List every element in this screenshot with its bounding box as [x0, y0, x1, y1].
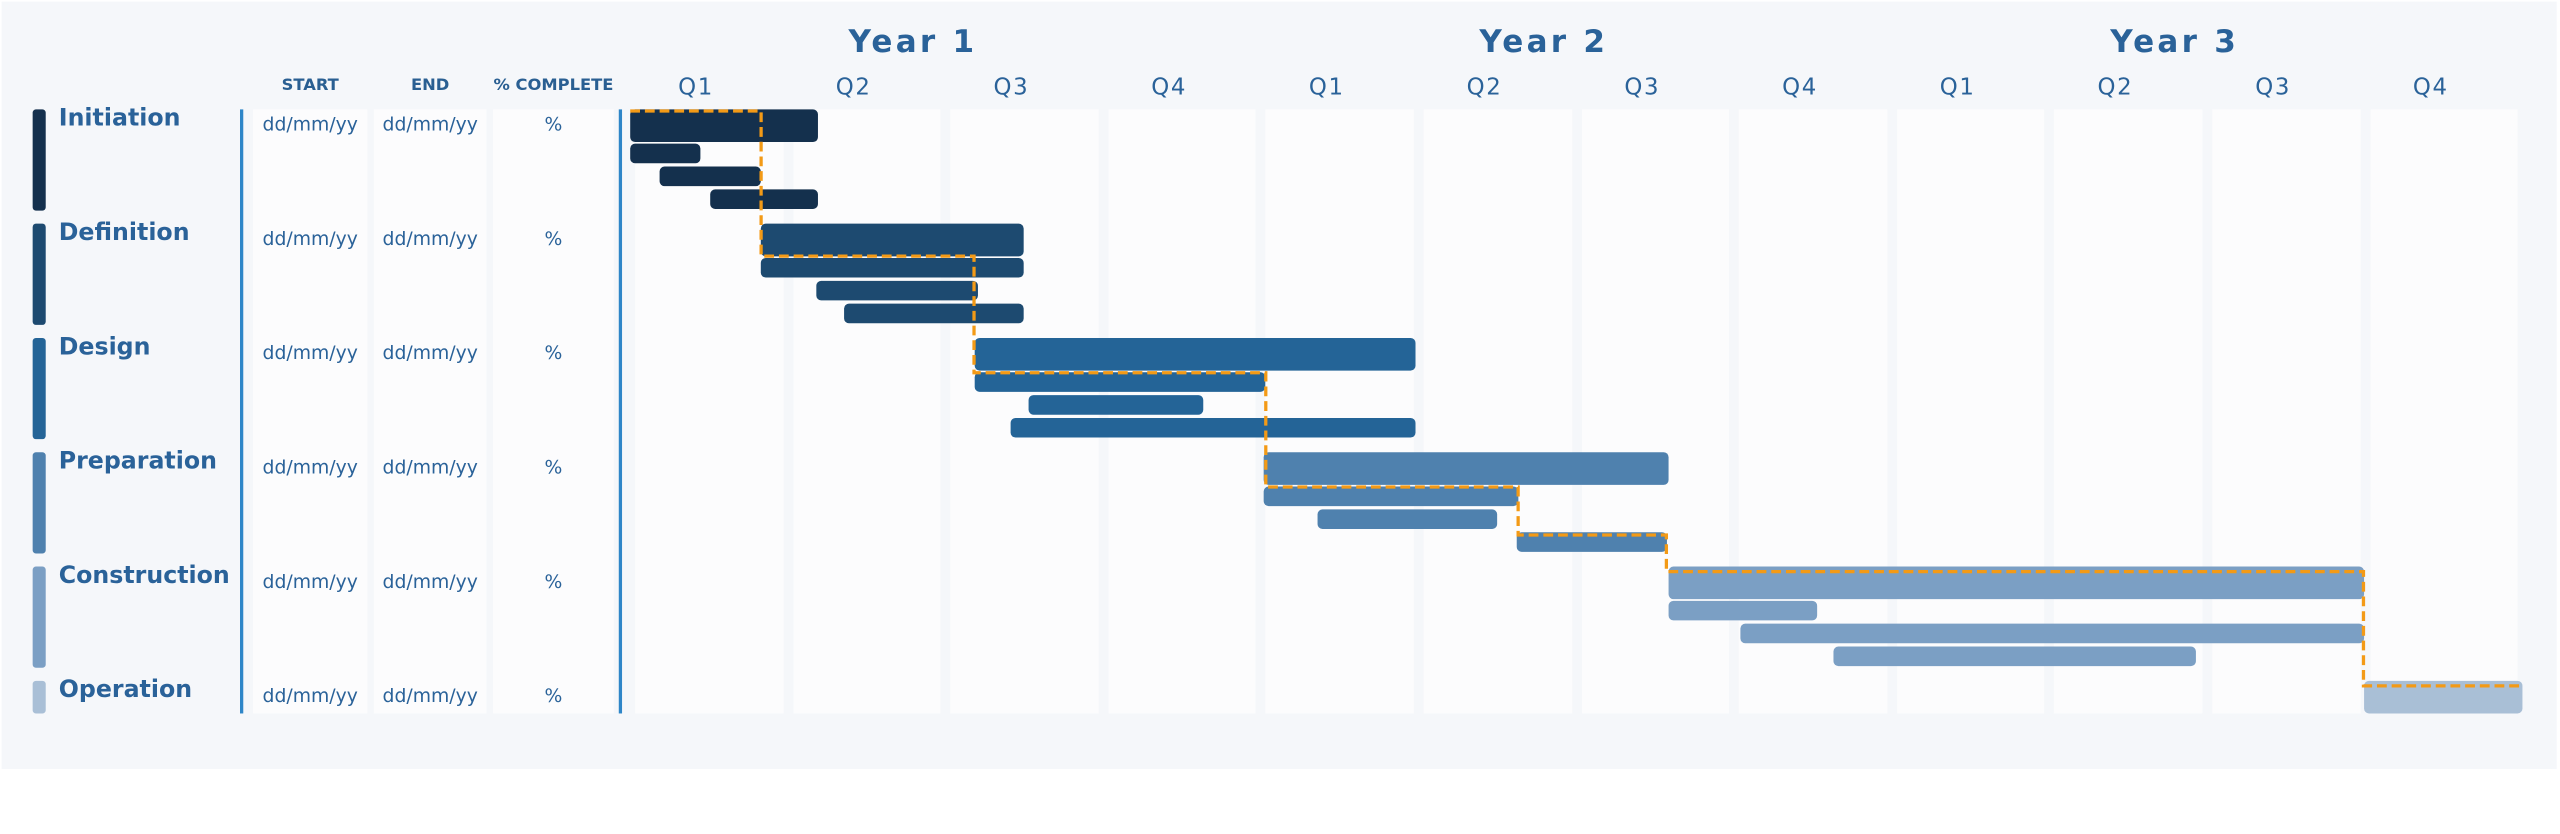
- task-bar: [816, 280, 978, 301]
- phase-name: Initiation: [58, 106, 181, 133]
- start-date: dd/mm/yy: [262, 341, 358, 365]
- phase-color-marker: [32, 223, 46, 325]
- quarter-label: Q4: [2412, 75, 2449, 102]
- start-date: dd/mm/yy: [262, 684, 358, 707]
- task-bar: [1010, 417, 1416, 438]
- quarter-column: [792, 109, 941, 714]
- quarter-column: [1896, 109, 2045, 714]
- header-end: END: [410, 76, 450, 95]
- task-bar: [660, 166, 762, 187]
- task-bar: [630, 143, 702, 164]
- percent-complete: %: [544, 112, 563, 136]
- quarter-column: [1265, 109, 1414, 714]
- quarter-column: [2054, 109, 2203, 714]
- quarter-label: Q2: [1466, 75, 1503, 102]
- phase-bar: [761, 223, 1023, 257]
- quarter-column: [635, 109, 784, 714]
- task-bar: [1740, 623, 2364, 644]
- quarter-column: [1423, 109, 1572, 714]
- year-label: Year 3: [2110, 24, 2240, 61]
- task-bar: [1317, 509, 1498, 529]
- end-date: dd/mm/yy: [382, 341, 478, 365]
- year-label: Year 1: [848, 24, 978, 61]
- start-column: [253, 109, 368, 714]
- phase-color-marker: [32, 566, 46, 668]
- task-bar: [1667, 600, 1818, 621]
- phase-name: Operation: [58, 677, 193, 704]
- quarter-label: Q4: [1151, 75, 1188, 102]
- percent-complete: %: [544, 455, 563, 479]
- start-date: dd/mm/yy: [262, 569, 358, 593]
- complete-column: [493, 109, 614, 714]
- task-bar: [1833, 646, 2197, 667]
- quarter-label: Q3: [2255, 75, 2292, 102]
- task-bar: [1264, 486, 1519, 507]
- phase-bar: [974, 337, 1416, 371]
- end-date: dd/mm/yy: [382, 226, 478, 250]
- quarter-label: Q4: [1782, 75, 1818, 102]
- phase-color-marker: [32, 337, 46, 440]
- quarter-label: Q1: [1308, 75, 1345, 102]
- phase-bar: [630, 109, 818, 143]
- phase-color-marker: [32, 452, 46, 554]
- task-bar: [844, 303, 1023, 324]
- phase-bar: [1264, 452, 1668, 485]
- quarter-column: [2369, 109, 2518, 714]
- quarter-label: Q1: [1939, 75, 1976, 102]
- percent-complete: %: [544, 341, 563, 365]
- end-date: dd/mm/yy: [382, 569, 478, 593]
- task-bar: [710, 189, 818, 209]
- end-date: dd/mm/yy: [382, 112, 478, 136]
- divider-line: [239, 109, 244, 714]
- phase-color-marker: [32, 680, 46, 714]
- task-bar: [1516, 532, 1667, 552]
- quarter-label: Q1: [678, 75, 714, 102]
- quarter-label: Q3: [993, 75, 1030, 102]
- quarter-label: Q2: [835, 75, 872, 102]
- start-date: dd/mm/yy: [262, 226, 358, 250]
- quarter-label: Q2: [2097, 75, 2134, 102]
- task-bar: [1029, 395, 1203, 415]
- phase-name: Definition: [58, 220, 190, 247]
- critical-path-line: [630, 109, 2523, 688]
- start-date: dd/mm/yy: [262, 455, 358, 479]
- percent-complete: %: [544, 684, 563, 707]
- phase-color-marker: [32, 109, 46, 211]
- end-date: dd/mm/yy: [382, 455, 478, 479]
- percent-complete: %: [544, 226, 563, 250]
- header-complete: % COMPLETE: [493, 76, 614, 95]
- phase-name: Preparation: [58, 448, 217, 476]
- task-bar: [974, 372, 1266, 392]
- year-label: Year 2: [1479, 24, 1609, 61]
- quarter-column: [2212, 109, 2361, 714]
- percent-complete: %: [544, 569, 563, 593]
- header-start: START: [281, 76, 339, 95]
- phase-name: Construction: [58, 563, 230, 590]
- divider-line: [618, 109, 623, 714]
- end-column: [373, 109, 487, 714]
- start-date: dd/mm/yy: [262, 112, 358, 136]
- task-bar: [761, 257, 1023, 278]
- phase-name: Design: [58, 334, 151, 361]
- quarter-label: Q3: [1624, 75, 1661, 102]
- end-date: dd/mm/yy: [382, 684, 478, 707]
